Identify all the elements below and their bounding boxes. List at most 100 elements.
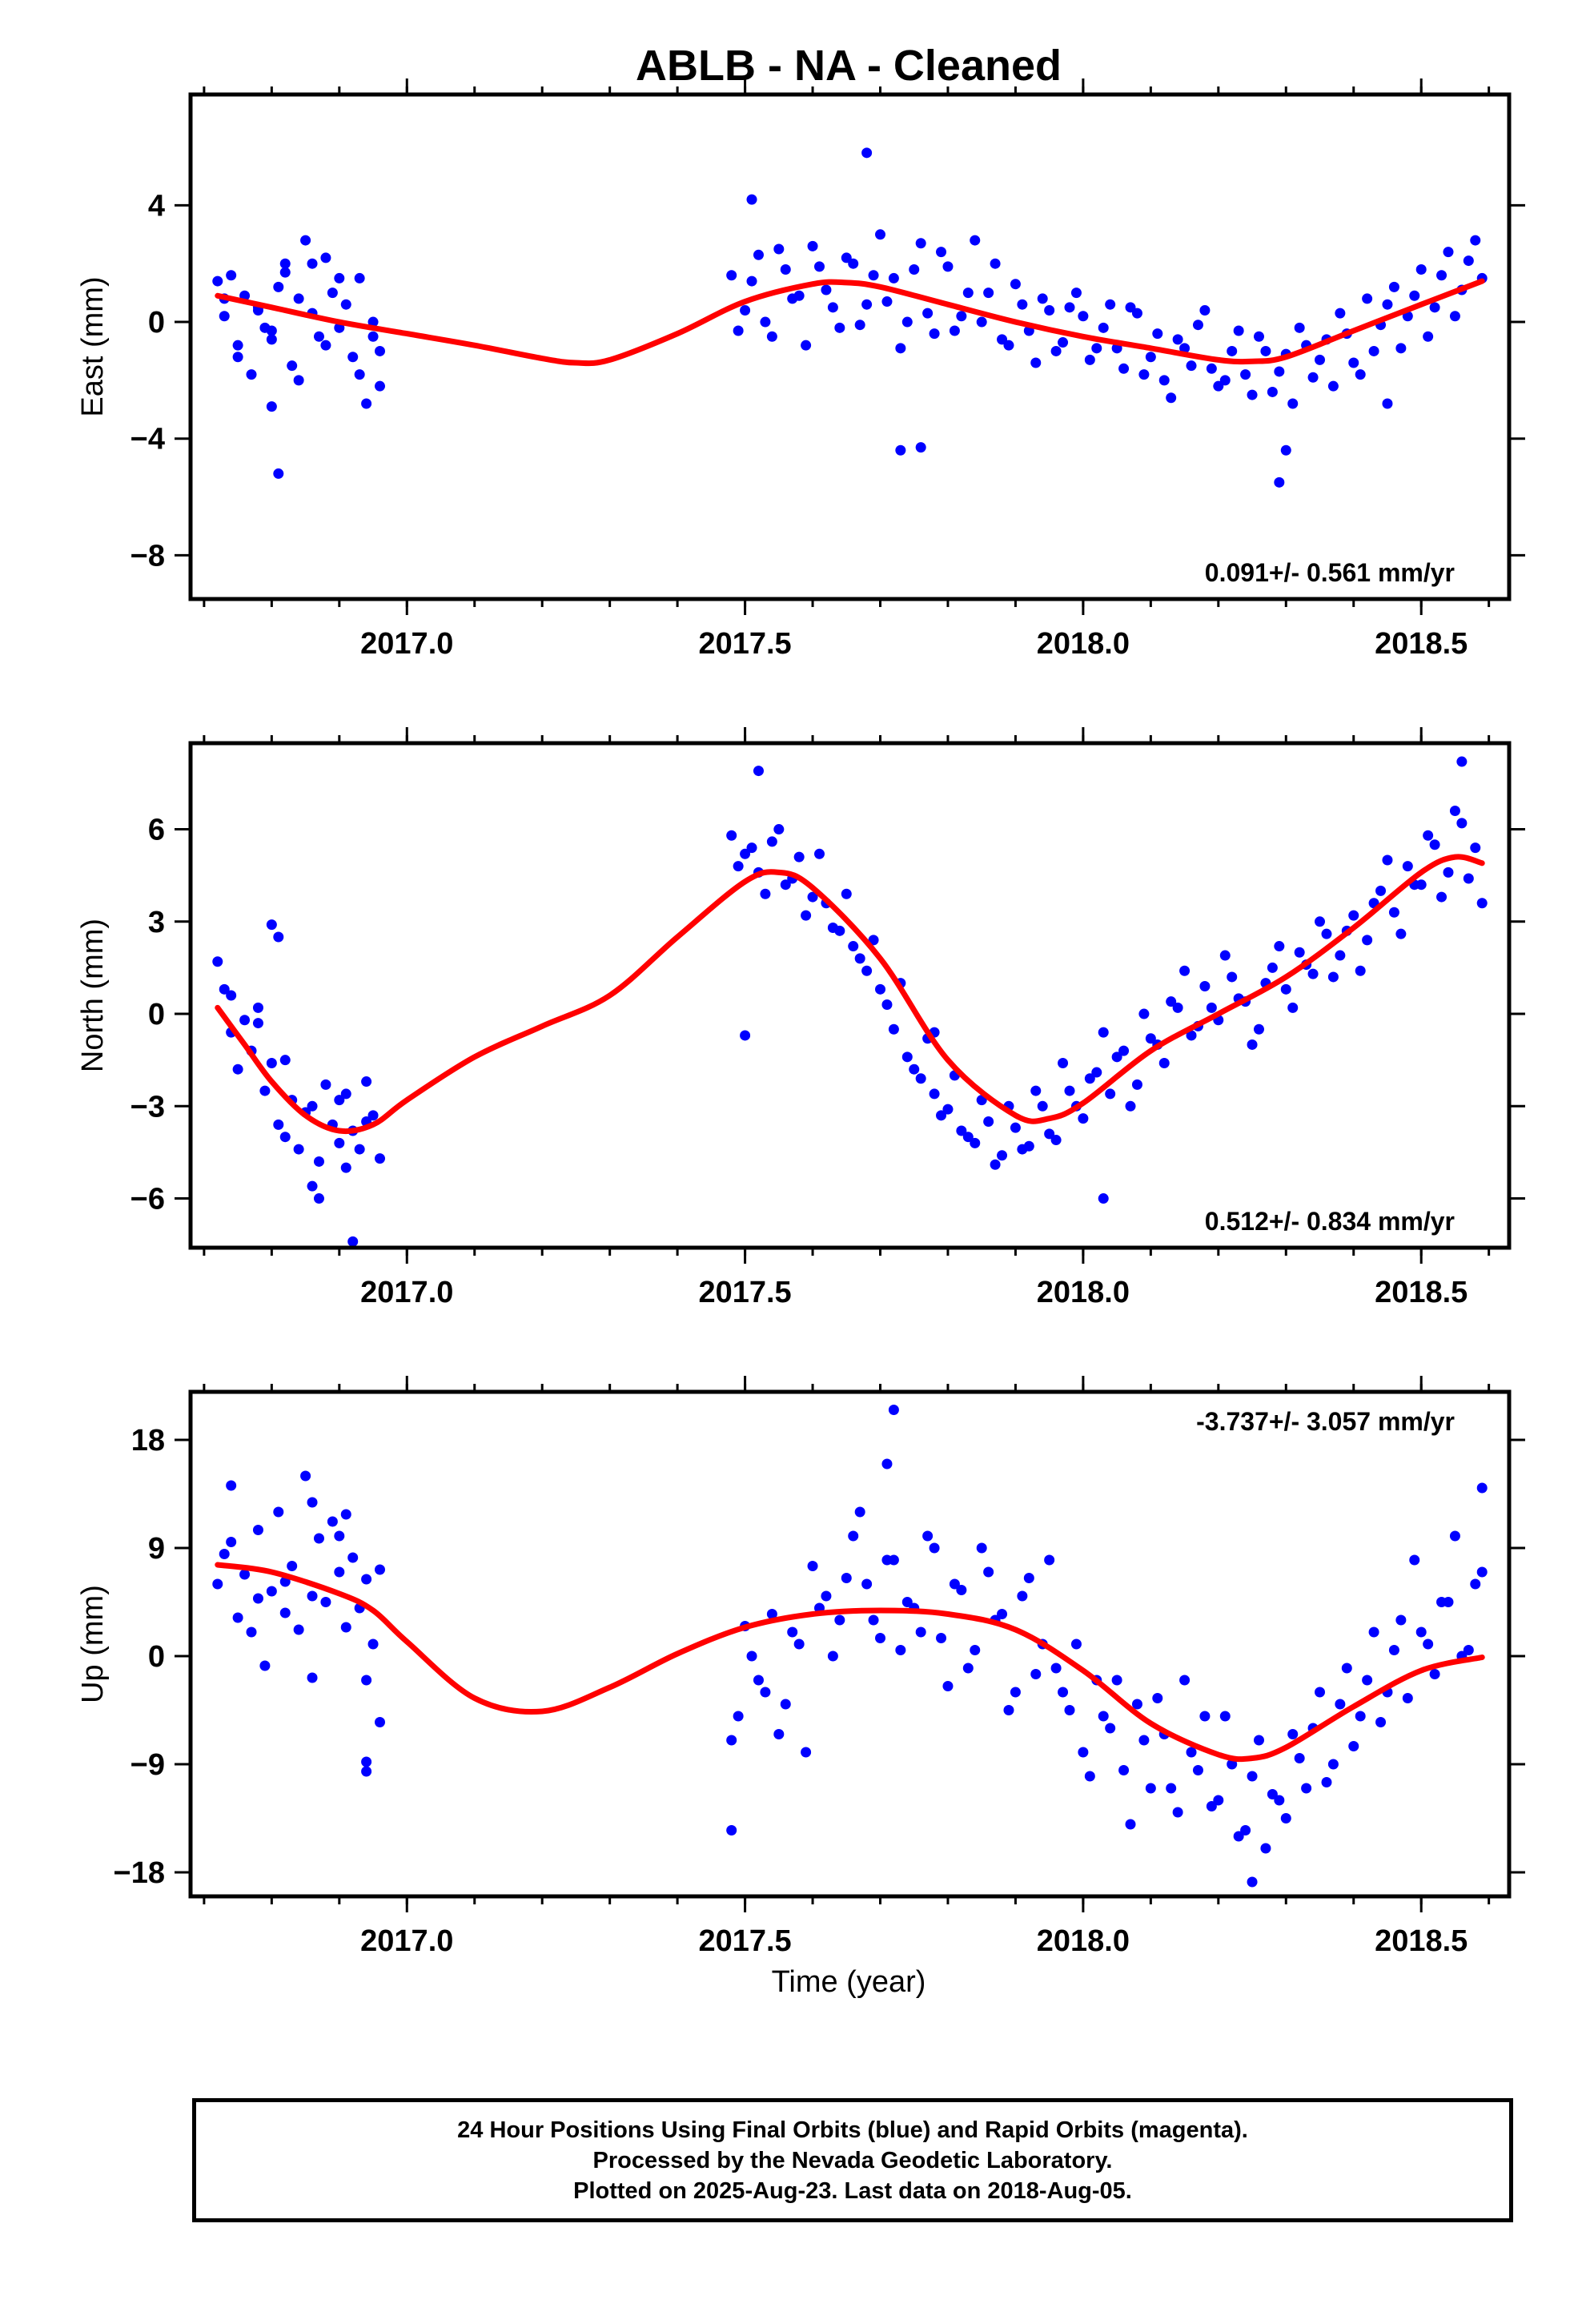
- data-point: [1348, 1741, 1359, 1751]
- data-point: [300, 1470, 311, 1482]
- data-point: [1186, 1030, 1197, 1041]
- rate-label: 0.091+/- 0.561 mm/yr: [1205, 558, 1455, 587]
- data-point: [868, 935, 879, 946]
- data-point: [1240, 1825, 1251, 1835]
- data-point: [1470, 1578, 1481, 1590]
- data-point: [1172, 1002, 1183, 1013]
- y-tick-label: 18: [131, 1424, 165, 1458]
- data-point: [1470, 842, 1481, 854]
- data-point: [293, 375, 304, 386]
- data-point: [983, 1566, 994, 1578]
- data-point: [287, 360, 298, 372]
- y-tick-label: 0: [148, 998, 165, 1031]
- data-point: [990, 258, 1001, 269]
- x-tick-label: 2018.5: [1375, 1276, 1468, 1309]
- data-point: [875, 1633, 886, 1643]
- fit-curve: [215, 854, 1485, 1135]
- data-point: [888, 1023, 899, 1035]
- data-point: [813, 848, 825, 859]
- data-point: [1010, 1122, 1021, 1133]
- data-point: [212, 956, 223, 967]
- data-point: [1423, 331, 1434, 342]
- data-point: [1274, 1795, 1285, 1806]
- data-point: [1179, 965, 1191, 976]
- data-point: [354, 1144, 365, 1155]
- data-point: [1118, 1045, 1130, 1056]
- rate-label: 0.512+/- 0.834 mm/yr: [1205, 1207, 1455, 1236]
- data-point: [1315, 916, 1326, 927]
- data-point: [942, 1104, 954, 1115]
- y-tick-label: −9: [130, 1748, 165, 1782]
- data-point: [1294, 1753, 1305, 1763]
- caption-line-1: 24 Hour Positions Using Final Orbits (bl…: [457, 2117, 1248, 2143]
- data-point: [1206, 1002, 1217, 1013]
- data-point: [997, 1609, 1008, 1619]
- data-point: [1388, 1645, 1399, 1655]
- data-point: [1287, 1729, 1299, 1739]
- data-point: [1327, 971, 1339, 983]
- data-point: [848, 941, 859, 952]
- data-point: [266, 919, 277, 931]
- data-point: [895, 444, 906, 456]
- data-point: [287, 1561, 298, 1571]
- data-point: [1382, 398, 1393, 409]
- data-point: [1003, 1705, 1014, 1715]
- data-point: [915, 238, 926, 249]
- data-point: [361, 1766, 372, 1777]
- data-point: [1402, 1693, 1413, 1703]
- data-point: [1476, 1566, 1488, 1578]
- data-point: [293, 1144, 304, 1155]
- data-point: [861, 965, 873, 976]
- data-point: [1395, 343, 1407, 354]
- data-point: [956, 1125, 967, 1136]
- data-point: [340, 299, 351, 310]
- data-point: [1395, 1614, 1407, 1626]
- data-point: [753, 1675, 764, 1686]
- data-point: [848, 1530, 859, 1542]
- data-point: [334, 1137, 345, 1148]
- plot-frame: [188, 741, 1512, 1250]
- data-point: [1131, 1699, 1142, 1710]
- data-point: [226, 990, 237, 1001]
- data-point: [746, 275, 757, 287]
- data-point: [239, 1569, 251, 1580]
- data-point: [219, 311, 230, 322]
- data-point: [1199, 980, 1211, 991]
- data-point: [367, 331, 379, 342]
- data-point: [252, 1525, 263, 1535]
- data-point: [1131, 308, 1142, 319]
- data-point: [848, 258, 859, 269]
- y-tick-label: 3: [148, 906, 165, 939]
- data-point: [320, 340, 331, 351]
- data-point: [1118, 363, 1130, 374]
- data-point: [1449, 1530, 1460, 1542]
- data-point: [1355, 1711, 1366, 1722]
- data-point: [801, 1747, 812, 1758]
- data-point: [1017, 299, 1028, 310]
- north-panel: 2017.0 2017.5 2018.0 2018.5 −6 −3 0 3 6 North (mm…: [76, 727, 1525, 1309]
- data-point: [1260, 1843, 1271, 1854]
- data-point: [212, 275, 223, 287]
- data-point: [279, 1132, 291, 1143]
- data-point: [746, 194, 757, 205]
- data-point: [1382, 854, 1393, 866]
- data-point: [361, 1756, 372, 1767]
- data-point: [273, 468, 284, 479]
- data-point: [226, 1537, 237, 1547]
- data-point: [259, 1660, 271, 1671]
- data-point: [1409, 290, 1420, 301]
- data-point: [300, 235, 311, 246]
- data-point: [970, 1645, 981, 1655]
- data-point: [1070, 287, 1082, 299]
- data-point: [313, 1156, 324, 1167]
- data-point: [1010, 1687, 1021, 1698]
- data-point: [1375, 885, 1387, 896]
- data-point: [1253, 1023, 1264, 1035]
- data-point: [942, 261, 954, 272]
- data-point: [266, 334, 277, 345]
- data-point: [1078, 1747, 1089, 1758]
- data-point: [726, 1735, 737, 1746]
- data-point: [1206, 363, 1217, 374]
- data-point: [279, 258, 291, 269]
